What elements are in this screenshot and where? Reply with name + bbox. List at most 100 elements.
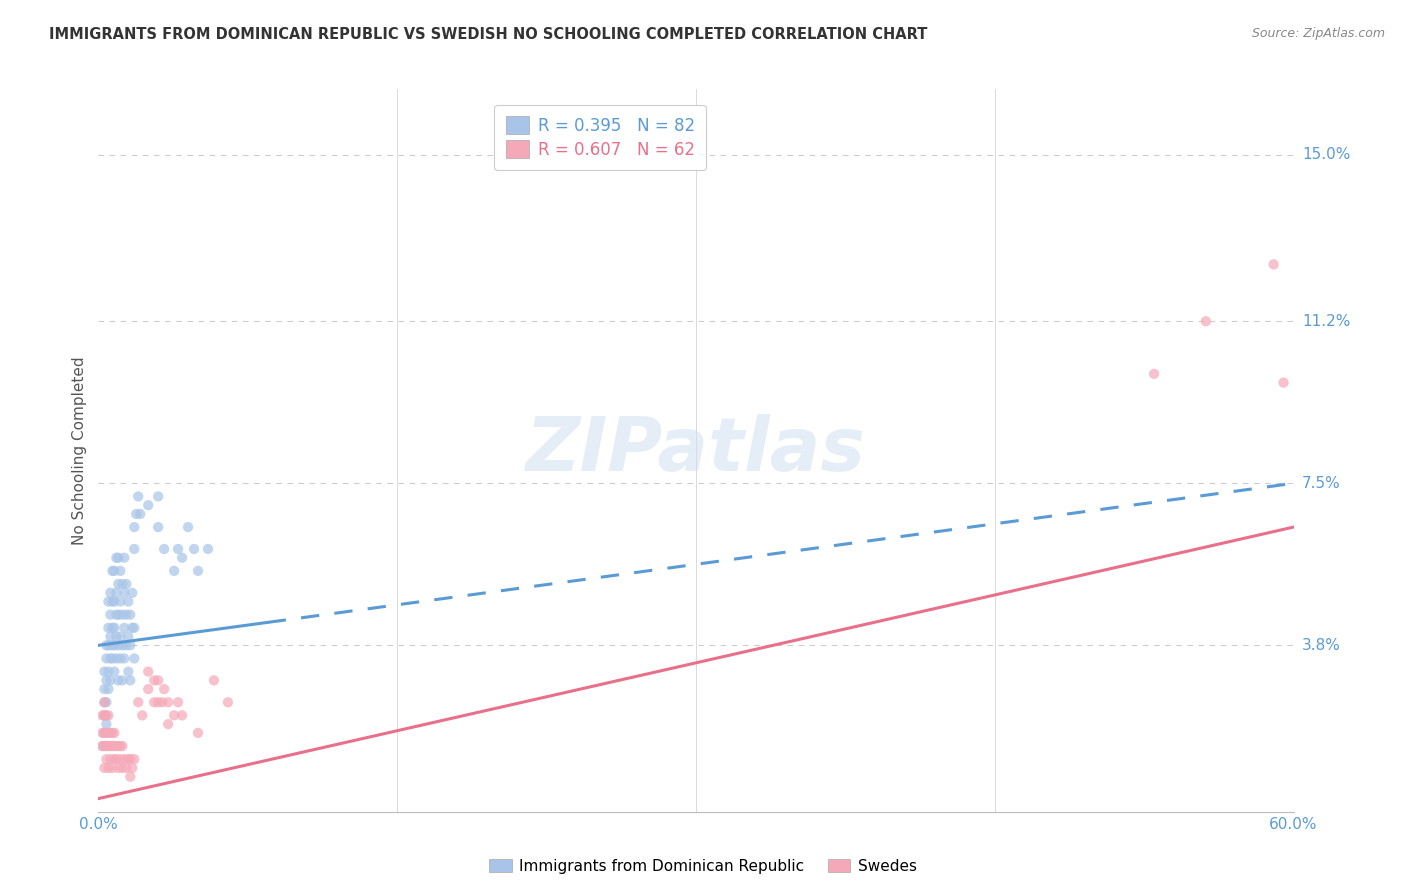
Point — [93, 665, 115, 679]
Point — [117, 594, 139, 608]
Point — [1143, 367, 1166, 381]
Point — [1263, 257, 1285, 271]
Point — [148, 520, 170, 534]
Point — [97, 665, 120, 679]
Point — [136, 498, 159, 512]
Text: 3.8%: 3.8% — [1302, 638, 1341, 653]
Point — [105, 651, 128, 665]
Point — [93, 682, 115, 697]
Point — [143, 695, 166, 709]
Point — [107, 739, 129, 753]
Point — [107, 577, 129, 591]
Point — [98, 673, 122, 688]
Point — [101, 726, 124, 740]
Point — [125, 507, 148, 521]
Point — [143, 673, 166, 688]
Point — [187, 726, 209, 740]
Point — [107, 607, 129, 622]
Point — [1272, 376, 1295, 390]
Point — [127, 695, 149, 709]
Point — [97, 621, 120, 635]
Point — [103, 752, 125, 766]
Point — [93, 739, 115, 753]
Point — [117, 630, 139, 644]
Point — [129, 507, 152, 521]
Point — [96, 752, 118, 766]
Point — [96, 651, 118, 665]
Point — [202, 673, 225, 688]
Point — [124, 651, 146, 665]
Point — [110, 752, 132, 766]
Point — [101, 638, 124, 652]
Point — [120, 673, 142, 688]
Point — [105, 752, 128, 766]
Point — [107, 638, 129, 652]
Point — [96, 708, 118, 723]
Point — [97, 739, 120, 753]
Point — [93, 761, 115, 775]
Point — [101, 761, 124, 775]
Point — [121, 761, 143, 775]
Point — [163, 708, 186, 723]
Point — [97, 594, 120, 608]
Point — [172, 550, 194, 565]
Point — [93, 695, 115, 709]
Point — [101, 651, 124, 665]
Point — [103, 739, 125, 753]
Point — [110, 564, 132, 578]
Point — [167, 695, 190, 709]
Point — [120, 638, 142, 652]
Point — [111, 638, 134, 652]
Point — [101, 564, 124, 578]
Point — [124, 520, 146, 534]
Point — [98, 739, 122, 753]
Point — [97, 708, 120, 723]
Point — [148, 695, 170, 709]
Point — [163, 564, 186, 578]
Point — [96, 726, 118, 740]
Point — [98, 651, 122, 665]
Text: 15.0%: 15.0% — [1302, 147, 1350, 162]
Point — [115, 607, 138, 622]
Point — [103, 665, 125, 679]
Point — [105, 550, 128, 565]
Point — [115, 761, 138, 775]
Point — [96, 739, 118, 753]
Point — [117, 752, 139, 766]
Point — [101, 621, 124, 635]
Point — [96, 673, 118, 688]
Point — [153, 541, 176, 556]
Point — [112, 752, 135, 766]
Point — [111, 761, 134, 775]
Point — [98, 726, 122, 740]
Point — [96, 695, 118, 709]
Point — [91, 739, 114, 753]
Y-axis label: No Schooling Completed: No Schooling Completed — [72, 356, 87, 545]
Point — [120, 752, 142, 766]
Point — [93, 708, 115, 723]
Point — [105, 607, 128, 622]
Point — [148, 673, 170, 688]
Point — [136, 665, 159, 679]
Point — [1195, 314, 1218, 328]
Point — [124, 621, 146, 635]
Point — [110, 630, 132, 644]
Point — [110, 594, 132, 608]
Point — [112, 621, 135, 635]
Text: ZIPatlas: ZIPatlas — [526, 414, 866, 487]
Point — [111, 607, 134, 622]
Point — [101, 594, 124, 608]
Text: Source: ZipAtlas.com: Source: ZipAtlas.com — [1251, 27, 1385, 40]
Point — [91, 708, 114, 723]
Point — [93, 695, 115, 709]
Point — [115, 638, 138, 652]
Point — [93, 726, 115, 740]
Point — [103, 621, 125, 635]
Point — [117, 665, 139, 679]
Legend: Immigrants from Dominican Republic, Swedes: Immigrants from Dominican Republic, Swed… — [482, 853, 924, 880]
Point — [136, 682, 159, 697]
Point — [131, 708, 153, 723]
Point — [121, 621, 143, 635]
Point — [97, 726, 120, 740]
Point — [172, 708, 194, 723]
